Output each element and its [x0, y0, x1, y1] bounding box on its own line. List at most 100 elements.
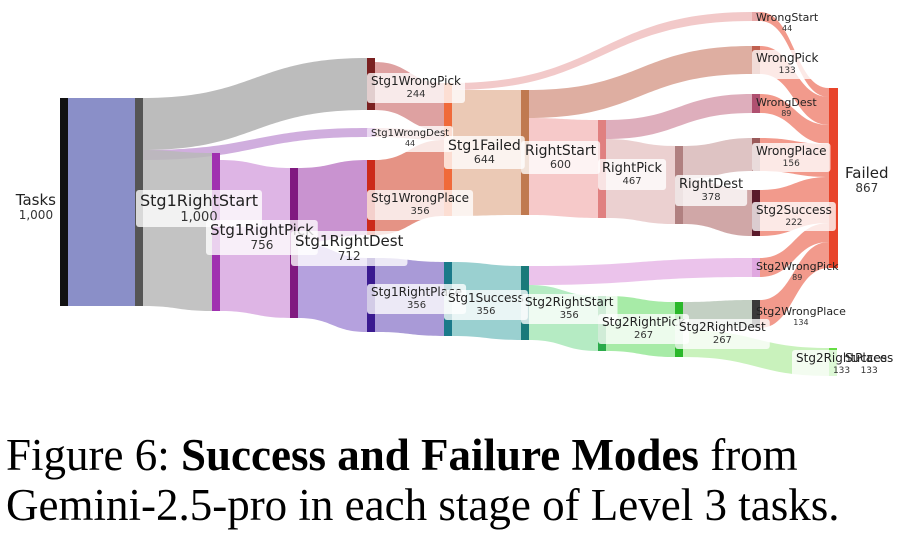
node-name: Stg2Success — [756, 203, 832, 217]
caption-title: Success and Failure Modes — [181, 430, 699, 480]
link-s2wpick-to-failed — [760, 223, 829, 277]
node-name: RightDest — [679, 177, 743, 192]
node-value: 244 — [406, 89, 425, 100]
node-bar-failed — [829, 88, 838, 268]
caption-prefix: Figure 6: — [6, 430, 170, 480]
node-name: Success — [845, 351, 893, 365]
label-background — [136, 190, 262, 227]
node-name: WrongDest — [756, 96, 817, 109]
node-value: 133 — [779, 66, 796, 76]
link-rs-to-wpick — [529, 46, 752, 118]
label-background — [444, 290, 528, 320]
label-background — [367, 73, 465, 103]
node-bar-wdest — [752, 94, 760, 113]
label-background — [675, 175, 748, 206]
node-name: Stg1RightStart — [140, 191, 258, 210]
label-background — [367, 284, 467, 314]
node-value: 44 — [782, 24, 792, 33]
node-value: 1,000 — [19, 208, 53, 222]
node-name: Stg2RightPick — [602, 315, 685, 329]
node-name: WrongStart — [756, 11, 819, 24]
label-background — [752, 202, 836, 231]
link-s1rs-to-s1wp — [143, 58, 367, 150]
link-s1wpl-to-s1f — [375, 140, 444, 235]
node-value: 267 — [634, 330, 653, 341]
node-value: 356 — [476, 306, 495, 317]
node-name: Stg1RightPlace — [371, 285, 462, 299]
node-value: 89 — [792, 273, 802, 282]
node-name: Stg2RightPlace — [796, 351, 887, 365]
node-name: Stg2WrongPick — [756, 260, 839, 273]
label-background — [752, 143, 831, 172]
label-background — [752, 50, 823, 79]
link-s2wplace-to-failed — [760, 242, 829, 328]
node-value: 356 — [410, 206, 429, 217]
label-background — [367, 190, 474, 220]
label-background — [206, 220, 318, 255]
node-name: Tasks — [15, 191, 56, 209]
node-name: RightPick — [602, 161, 663, 176]
node-name: Stg2WrongPlace — [756, 305, 846, 318]
node-value: 134 — [793, 318, 808, 327]
tasks-block — [68, 98, 135, 306]
node-value: 356 — [560, 310, 579, 321]
label-background — [367, 126, 454, 152]
node-name: Stg2RightDest — [679, 320, 766, 334]
node-value: 600 — [550, 158, 571, 171]
link-s1f-to-wstart — [452, 12, 752, 90]
node-name: Stg1WrongPlace — [371, 191, 469, 205]
node-name: Stg1Success — [448, 291, 524, 305]
node-name: Stg1RightPick — [210, 221, 314, 239]
label-background — [444, 136, 525, 169]
label-background — [291, 231, 408, 266]
node-value: 133 — [861, 366, 878, 376]
node-name: WrongPick — [756, 51, 818, 65]
node-value: 867 — [855, 181, 878, 195]
node-name: Stg1Failed — [448, 138, 521, 154]
node-name: WrongPlace — [756, 144, 826, 158]
node-value: 644 — [474, 153, 495, 166]
node-name: Stg1WrongPick — [371, 74, 461, 88]
link-rp-to-wdest — [606, 94, 752, 139]
node-bar-tasks — [60, 98, 68, 306]
node-name: Stg2RightStart — [525, 295, 614, 309]
link-rd-to-wplace — [683, 138, 752, 179]
label-background — [792, 350, 892, 379]
node-value: 756 — [250, 238, 273, 252]
node-value: 356 — [407, 300, 426, 311]
node-value: 712 — [338, 249, 361, 263]
label-background — [521, 141, 601, 174]
node-value: 467 — [622, 176, 641, 187]
node-value: 267 — [713, 335, 732, 346]
link-wdest-to-failed — [760, 94, 829, 144]
node-name: Stg1WrongDest — [371, 128, 449, 139]
node-value: 44 — [405, 139, 415, 148]
node-bar-s2wplace — [752, 300, 760, 328]
label-background — [598, 314, 690, 344]
node-name: Failed — [845, 164, 889, 182]
label-background — [521, 294, 618, 324]
node-value: 89 — [781, 109, 791, 118]
node-value: 378 — [702, 192, 721, 203]
label-background — [598, 159, 667, 190]
